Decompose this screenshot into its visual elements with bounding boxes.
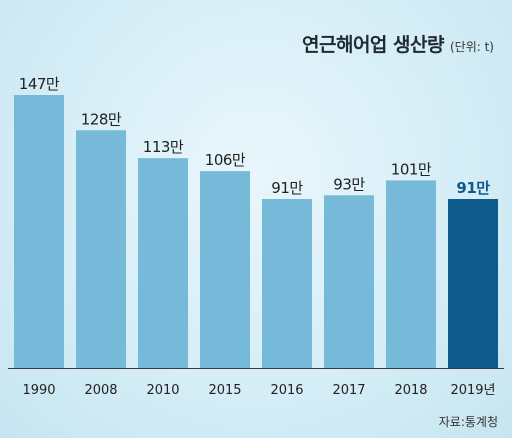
bar-2010 xyxy=(138,158,188,368)
x-tick-label-2019년: 2019년 xyxy=(450,383,495,398)
data-label-2016: 91만 xyxy=(271,179,303,197)
x-tick-label-2015: 2015 xyxy=(208,383,241,398)
data-label-2017: 93만 xyxy=(333,175,365,193)
unit-note: (단위: t) xyxy=(449,40,494,54)
x-tick-label-2010: 2010 xyxy=(146,383,179,398)
x-tick-label-2008: 2008 xyxy=(84,383,117,398)
source-note: 자료:통계청 xyxy=(438,415,498,429)
bar-2018 xyxy=(386,180,436,368)
bar-2017 xyxy=(324,195,374,368)
bar-2015 xyxy=(200,171,250,368)
data-label-1990: 147만 xyxy=(19,75,60,93)
x-tick-label-2016: 2016 xyxy=(270,383,303,398)
x-tick-label-2018: 2018 xyxy=(394,383,427,398)
data-label-2018: 101만 xyxy=(391,160,432,178)
data-label-2010: 113만 xyxy=(143,138,184,156)
bar-2019년 xyxy=(448,199,498,368)
chart-title: 연근해어업 생산량 xyxy=(302,34,444,56)
x-tick-label-2017: 2017 xyxy=(332,383,365,398)
data-label-2019년: 91만 xyxy=(456,179,490,197)
bar-1990 xyxy=(14,95,64,368)
bar-2016 xyxy=(262,199,312,368)
bar-2008 xyxy=(76,130,126,368)
data-label-2008: 128만 xyxy=(81,110,122,128)
data-label-2015: 106만 xyxy=(205,151,246,169)
x-tick-label-1990: 1990 xyxy=(22,383,55,398)
chart-title-group: 연근해어업 생산량 (단위: t) xyxy=(302,30,494,57)
